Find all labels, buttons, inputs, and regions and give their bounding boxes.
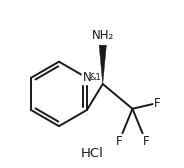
- Text: F: F: [142, 135, 149, 148]
- Polygon shape: [99, 45, 106, 84]
- Text: F: F: [154, 96, 161, 110]
- Text: N: N: [82, 71, 91, 84]
- Text: NH₂: NH₂: [92, 29, 114, 42]
- Text: &1: &1: [89, 73, 101, 82]
- Text: F: F: [116, 135, 123, 148]
- Text: HCl: HCl: [81, 147, 103, 160]
